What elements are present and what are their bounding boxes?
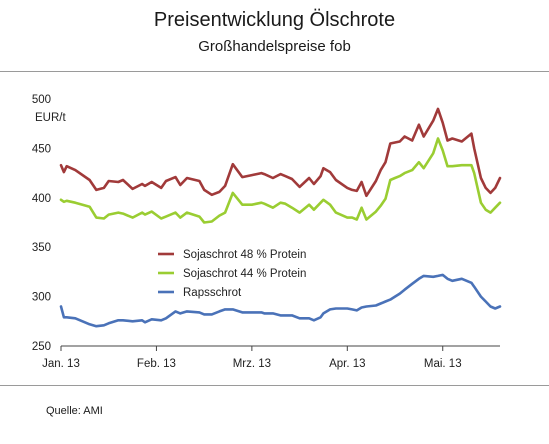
x-tick-label: Jan. 13	[42, 358, 80, 370]
y-tick-label: 400	[32, 193, 51, 205]
legend: Sojaschrot 48 % Protein Sojaschrot 44 % P…	[158, 249, 306, 299]
legend-label: Sojaschrot 48 % Protein	[183, 249, 306, 261]
y-tick-label: 350	[32, 242, 51, 254]
x-tick-label: Apr. 13	[329, 358, 365, 370]
series-line-0	[59, 107, 502, 198]
y-tick-label: 250	[32, 341, 51, 353]
legend-label: Sojaschrot 44 % Protein	[183, 268, 306, 280]
chart-subtitle: Großhandelspreise fob	[198, 38, 351, 55]
legend-label: Rapsschrot	[183, 287, 242, 299]
source-note: Quelle: AMI	[46, 405, 103, 417]
y-tick-label: 300	[32, 292, 51, 304]
x-tick-label: Mai. 13	[424, 358, 462, 370]
series-line-2	[59, 273, 502, 328]
chart-title: Preisentwicklung Ölschrote	[153, 9, 396, 31]
series-line-1	[59, 137, 502, 224]
axes: 250 300 350 400 450 500 Jan. 13 Feb. 13 Mrz. 13 A…	[32, 94, 500, 370]
x-tick-label: Mrz. 13	[233, 358, 271, 370]
y-tick-label: 500	[32, 94, 51, 106]
x-tick-label: Feb. 13	[137, 358, 176, 370]
top-rule	[0, 71, 549, 72]
bottom-rule	[0, 385, 549, 386]
y-axis-label: EUR/t	[35, 112, 66, 124]
series-lines	[59, 107, 502, 328]
y-tick-label: 450	[32, 143, 51, 155]
